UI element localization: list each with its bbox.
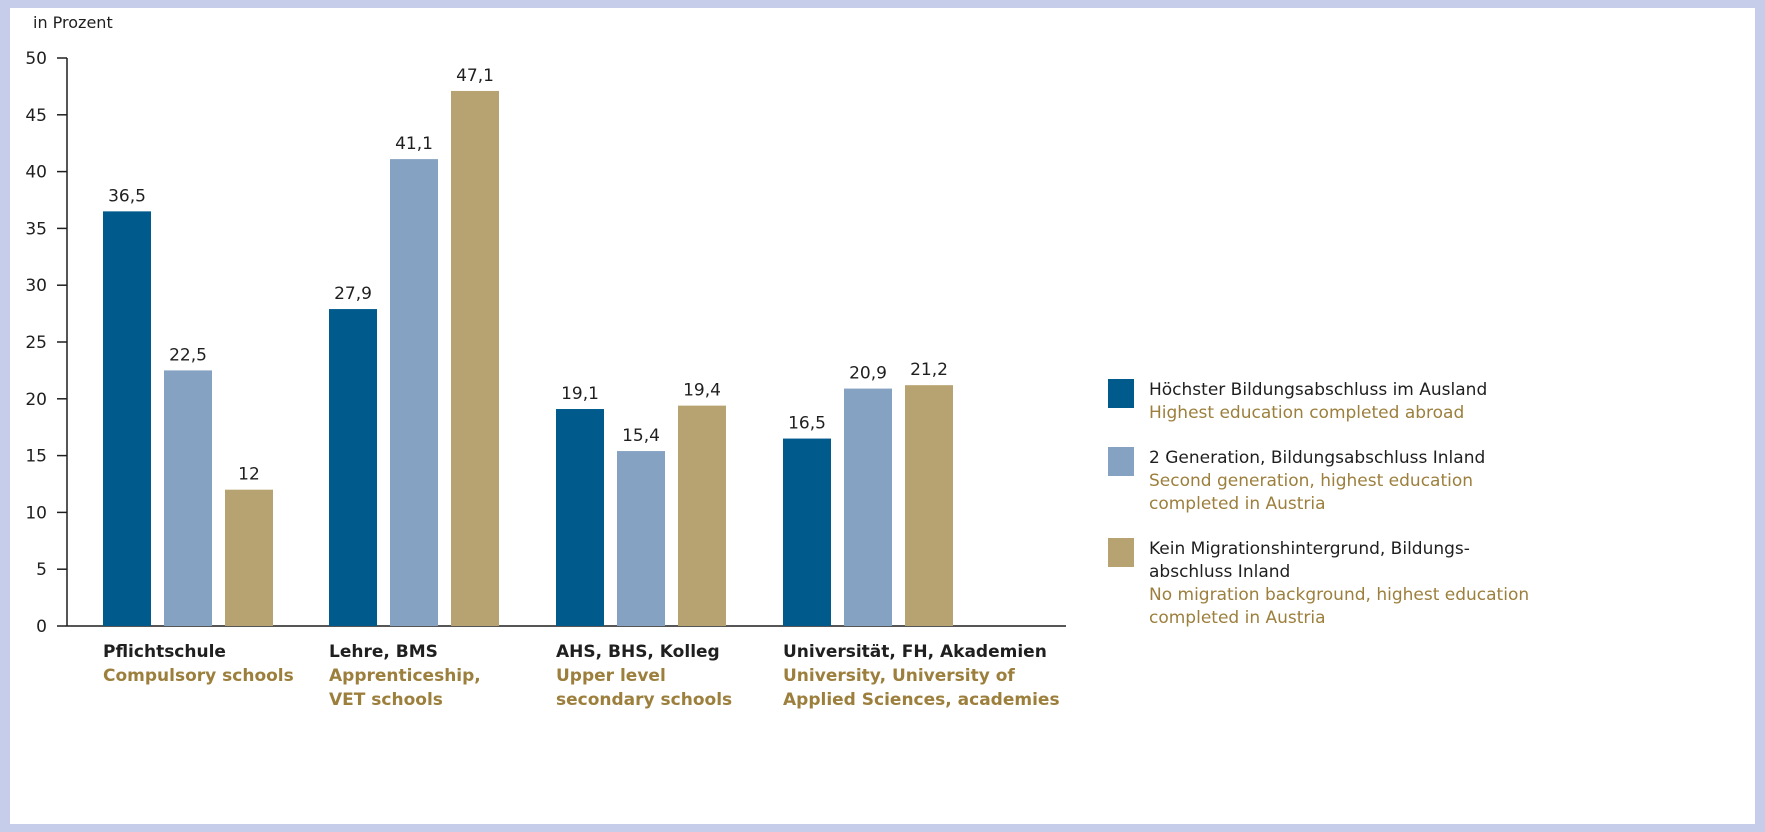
y-tick-label: 35: [25, 219, 47, 239]
data-label: 15,4: [622, 426, 660, 446]
data-label: 47,1: [456, 66, 494, 86]
bar: [164, 370, 212, 626]
bar: [390, 159, 438, 626]
category-label: Lehre, BMS: [329, 642, 438, 662]
category-labels: Pflichtschule Compulsory schools Lehre, BM…: [103, 642, 1060, 710]
bar: [225, 489, 273, 626]
data-label: 22,5: [169, 345, 207, 365]
y-tick-label: 30: [25, 276, 47, 296]
bar: [329, 309, 377, 626]
data-label: 41,1: [395, 134, 433, 154]
y-axis-unit-label: in Prozent: [33, 13, 113, 32]
y-tick-label: 0: [36, 617, 47, 637]
category-label-en: Compulsory schools: [103, 666, 294, 686]
category-label-en: Upper level: [556, 666, 666, 686]
y-tick-label: 10: [25, 503, 47, 523]
data-label: 21,2: [910, 360, 948, 380]
category-label-en: Apprenticeship,: [329, 666, 481, 686]
legend-label-en: completed in Austria: [1149, 494, 1326, 514]
bar: [556, 409, 604, 626]
data-label: 20,9: [849, 364, 887, 384]
legend-label: abschluss Inland: [1149, 562, 1290, 582]
category-label: Universität, FH, Akademien: [783, 642, 1047, 662]
legend-swatch: [1108, 538, 1134, 567]
legend-label-en: Second generation, highest education: [1149, 471, 1473, 491]
data-label: 12: [238, 465, 260, 485]
bar: [844, 388, 892, 626]
y-tick-label: 25: [25, 333, 47, 353]
data-label: 36,5: [108, 186, 146, 206]
category-label-en: University, University of: [783, 666, 1015, 686]
y-tick-label: 20: [25, 390, 47, 410]
bar: [905, 385, 953, 626]
data-label: 19,4: [683, 381, 721, 401]
data-label: 16,5: [788, 414, 826, 434]
data-label: 19,1: [561, 384, 599, 404]
y-tick-label: 50: [25, 49, 47, 69]
legend-label-en: completed in Austria: [1149, 608, 1326, 628]
y-tick-label: 15: [25, 447, 47, 467]
bar: [451, 90, 499, 627]
legend-label: 2 Generation, Bildungsabschluss Inland: [1149, 448, 1485, 468]
y-axis-ticks: 0 5 10 15 20 25 30 35 40 45 50: [25, 49, 67, 637]
bar: [617, 451, 665, 626]
y-tick-label: 40: [25, 163, 47, 183]
category-label-en: VET schools: [329, 690, 443, 710]
data-labels: 36,5 22,5 12 27,9 41,1 47,1 19,1 15,4 19,4 16,5 20…: [108, 66, 948, 485]
chart-panel: in Prozent 0 5 10 15 20 25 30 35 40 45 50 36,5 22,5…: [10, 8, 1755, 824]
legend-label: Kein Migrationshintergrund, Bildungs-: [1149, 539, 1470, 559]
data-label: 27,9: [334, 284, 372, 304]
bar-chart: in Prozent 0 5 10 15 20 25 30 35 40 45 50 36,5 22,5…: [25, 13, 1529, 710]
bar: [678, 405, 726, 626]
legend-label-en: No migration background, highest educati…: [1149, 585, 1529, 605]
category-label-en: secondary schools: [556, 690, 732, 710]
bars: [103, 90, 953, 627]
category-label: AHS, BHS, Kolleg: [556, 642, 720, 662]
y-tick-label: 45: [25, 106, 47, 126]
bar: [103, 211, 151, 627]
legend-label: Höchster Bildungsabschluss im Ausland: [1149, 380, 1487, 400]
legend: Höchster Bildungsabschluss im Ausland Hig…: [1108, 379, 1529, 628]
category-label-en: Applied Sciences, academies: [783, 690, 1060, 710]
category-label: Pflichtschule: [103, 642, 226, 662]
y-tick-label: 5: [36, 560, 47, 580]
legend-swatch: [1108, 379, 1134, 408]
legend-label-en: Highest education completed abroad: [1149, 403, 1464, 423]
bar: [783, 438, 831, 626]
legend-swatch: [1108, 447, 1134, 476]
